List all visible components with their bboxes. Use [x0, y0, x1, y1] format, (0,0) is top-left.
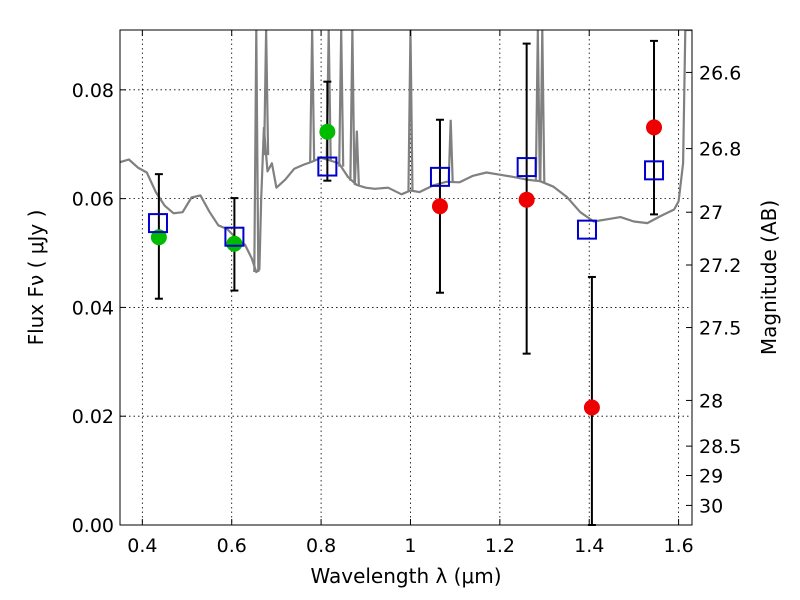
- x-tick-label: 0.8: [306, 535, 336, 557]
- observed-data-point: [226, 235, 243, 252]
- magnitude-tick-label: 30: [699, 495, 723, 517]
- model-emission-line: [253, 30, 260, 273]
- x-tick-label: 0.4: [127, 535, 157, 557]
- magnitude-tick-label: 27.5: [699, 318, 741, 340]
- magnitude-tick-label: 28: [699, 390, 723, 412]
- grid-layer: [120, 30, 692, 526]
- model-photometry-layer: [147, 156, 665, 247]
- observed-data-point: [646, 119, 663, 136]
- magnitude-tick-label: 26.6: [699, 62, 741, 84]
- magnitude-tick-label: 27: [699, 202, 723, 224]
- model-emission-line: [407, 30, 414, 191]
- model-photometry-box: [224, 226, 245, 247]
- model-emission-line: [338, 30, 345, 167]
- y-tick-label: 0.00: [72, 515, 114, 537]
- y-axis-label: Flux Fν ( μJy ): [24, 210, 48, 346]
- x-tick-label: 1.2: [485, 535, 515, 557]
- model-emission-line: [539, 30, 546, 183]
- x-tick-label: 1.6: [663, 535, 693, 557]
- observed-data-point: [150, 229, 167, 246]
- magnitude-tick-label: 27.2: [699, 255, 741, 277]
- observed-data-point: [518, 191, 535, 208]
- model-emission-line: [353, 130, 360, 186]
- magnitude-tick-label: 28.5: [699, 436, 741, 458]
- tick-layer: 0.4 0.6 0.8 1 1.2 1.4 1.6 0.00 0.02 0.04 0.06 0.08 2…: [72, 30, 741, 557]
- x-axis-label: Wavelength λ (μm): [310, 564, 501, 588]
- plot-frame: [119, 29, 693, 526]
- model-emission-line: [447, 119, 454, 182]
- x-tick-label: 0.6: [217, 535, 247, 557]
- observed-data-point: [431, 198, 448, 215]
- x-tick-label: 1: [404, 535, 416, 557]
- model-emission-line: [534, 30, 541, 181]
- model-photometry-box: [516, 157, 537, 178]
- magnitude-tick-label: 29: [699, 466, 723, 488]
- model-photometry-box: [147, 213, 168, 234]
- y-tick-label: 0.08: [72, 80, 114, 102]
- observed-data-point: [583, 399, 600, 416]
- model-emission-line: [263, 30, 270, 156]
- x-tick-label: 1.4: [574, 535, 604, 557]
- model-photometry-box: [429, 166, 450, 187]
- errorbar-layer: [154, 39, 659, 526]
- right-y-axis-label: Magnitude (AB): [757, 200, 781, 355]
- y-tick-label: 0.06: [72, 189, 114, 211]
- y-tick-label: 0.04: [72, 297, 114, 319]
- model-spectrum-line: [120, 30, 692, 274]
- magnitude-tick-label: 26.8: [699, 139, 741, 161]
- observed-data-point: [319, 123, 336, 140]
- observed-points-layer: [150, 119, 663, 416]
- model-photometry-box: [317, 156, 338, 177]
- model-emission-line: [349, 30, 356, 181]
- model-photometry-box: [644, 160, 665, 181]
- model-photometry-box: [576, 219, 597, 240]
- model-spectrum-layer: [120, 30, 692, 274]
- model-emission-line: [309, 30, 316, 162]
- y-tick-label: 0.02: [72, 406, 114, 428]
